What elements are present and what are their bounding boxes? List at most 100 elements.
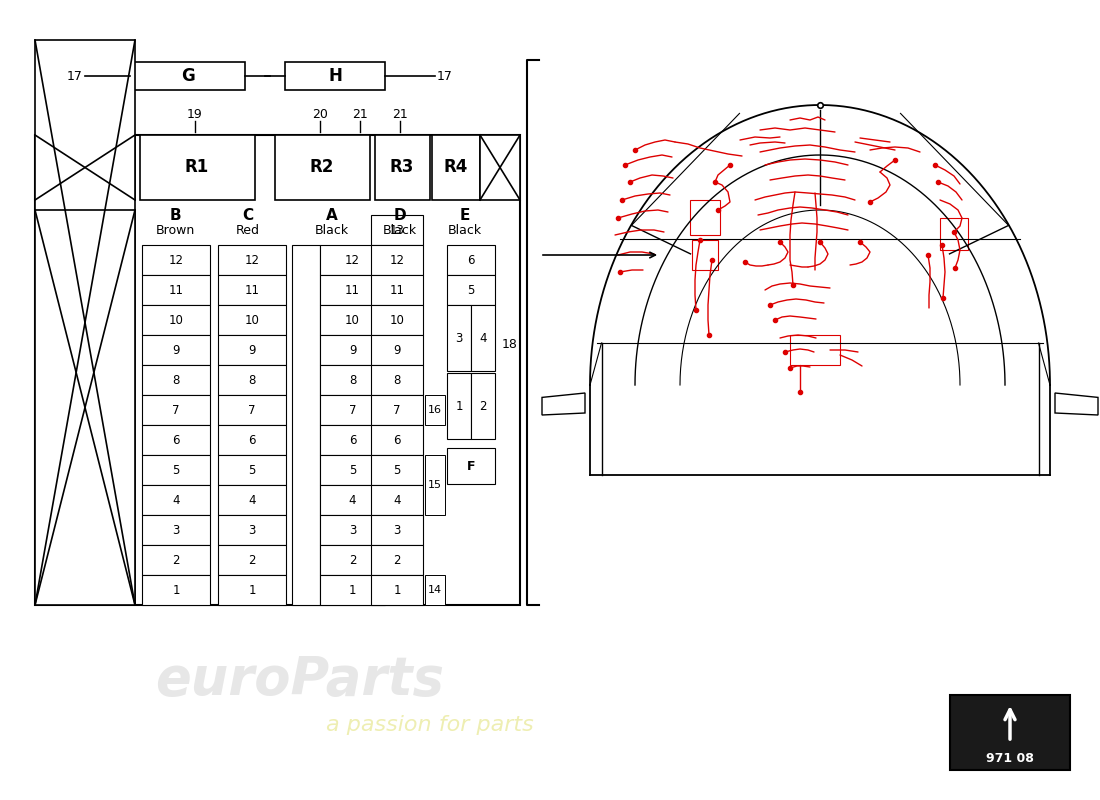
Bar	[320, 455, 385, 485]
Bar	[320, 575, 385, 605]
Bar	[142, 335, 210, 365]
Bar	[35, 135, 520, 605]
Bar	[320, 425, 385, 455]
Bar	[218, 395, 286, 425]
Text: 6: 6	[349, 434, 356, 446]
Text: 3: 3	[173, 523, 179, 537]
Text: 5: 5	[349, 463, 356, 477]
Bar	[218, 365, 286, 395]
Text: 4: 4	[480, 331, 486, 345]
Bar	[371, 575, 424, 605]
Text: 21: 21	[392, 109, 408, 122]
Text: 1: 1	[173, 583, 179, 597]
Text: 11: 11	[345, 283, 360, 297]
Bar	[275, 135, 370, 200]
Text: 7: 7	[249, 403, 255, 417]
Text: 20: 20	[312, 109, 328, 122]
Text: 11: 11	[244, 283, 260, 297]
Text: 7: 7	[394, 403, 400, 417]
Text: 4: 4	[349, 494, 356, 506]
Bar	[371, 245, 424, 275]
Bar	[142, 485, 210, 515]
Bar	[371, 425, 424, 455]
Bar	[471, 373, 495, 439]
Bar	[142, 575, 210, 605]
Polygon shape	[1055, 393, 1098, 415]
Text: 13: 13	[389, 223, 405, 237]
Text: 2: 2	[349, 554, 356, 566]
Bar	[692, 240, 718, 270]
Bar	[142, 425, 210, 455]
Bar	[142, 245, 210, 275]
Bar	[142, 545, 210, 575]
Bar	[218, 425, 286, 455]
Text: 14: 14	[428, 585, 442, 595]
Bar	[425, 455, 446, 515]
Text: 10: 10	[244, 314, 260, 326]
Bar	[447, 448, 495, 484]
Text: 12: 12	[244, 254, 260, 266]
Bar	[142, 515, 210, 545]
Text: 10: 10	[168, 314, 184, 326]
Bar	[320, 305, 385, 335]
Bar	[320, 485, 385, 515]
Bar	[371, 395, 424, 425]
Bar	[690, 200, 721, 235]
Text: 3: 3	[455, 331, 463, 345]
Bar	[320, 395, 385, 425]
Bar	[130, 62, 245, 90]
Bar	[320, 515, 385, 545]
Bar	[218, 485, 286, 515]
Text: A: A	[326, 207, 338, 222]
Text: 11: 11	[168, 283, 184, 297]
Text: euroParts: euroParts	[155, 654, 444, 706]
Bar	[218, 455, 286, 485]
Text: H: H	[328, 67, 342, 85]
Text: C: C	[242, 207, 254, 222]
Bar	[218, 515, 286, 545]
Text: R2: R2	[310, 158, 334, 177]
Bar	[35, 40, 135, 605]
Text: 5: 5	[173, 463, 179, 477]
Text: 1: 1	[249, 583, 255, 597]
Bar	[142, 275, 210, 305]
Text: Black: Black	[315, 223, 349, 237]
Text: 9: 9	[249, 343, 255, 357]
Text: 19: 19	[187, 109, 202, 122]
Bar	[371, 215, 424, 245]
Text: 8: 8	[394, 374, 400, 386]
Text: 10: 10	[389, 314, 405, 326]
Bar	[940, 218, 968, 250]
Bar	[371, 305, 424, 335]
Text: 3: 3	[249, 523, 255, 537]
Text: a passion for parts: a passion for parts	[326, 715, 534, 735]
Bar	[320, 365, 385, 395]
Text: 1: 1	[349, 583, 356, 597]
Text: 21: 21	[352, 109, 367, 122]
Bar	[218, 575, 286, 605]
Text: R1: R1	[185, 158, 209, 177]
Text: 1: 1	[455, 399, 463, 413]
Text: 8: 8	[249, 374, 255, 386]
Text: 9: 9	[173, 343, 179, 357]
Text: 12: 12	[389, 254, 405, 266]
Bar	[292, 245, 320, 605]
Bar	[320, 275, 385, 305]
Text: 6: 6	[468, 254, 475, 266]
Text: E: E	[460, 207, 470, 222]
Bar	[142, 305, 210, 335]
Text: 2: 2	[249, 554, 255, 566]
Bar	[218, 335, 286, 365]
Text: Black: Black	[448, 223, 482, 237]
Bar	[142, 365, 210, 395]
Text: 18: 18	[502, 338, 518, 351]
Bar	[218, 305, 286, 335]
Text: 5: 5	[394, 463, 400, 477]
Bar	[35, 135, 135, 200]
Text: Black: Black	[383, 223, 417, 237]
Bar	[142, 395, 210, 425]
Text: 4: 4	[173, 494, 179, 506]
Text: D: D	[394, 207, 406, 222]
Text: R4: R4	[443, 158, 469, 177]
Text: 2: 2	[173, 554, 179, 566]
